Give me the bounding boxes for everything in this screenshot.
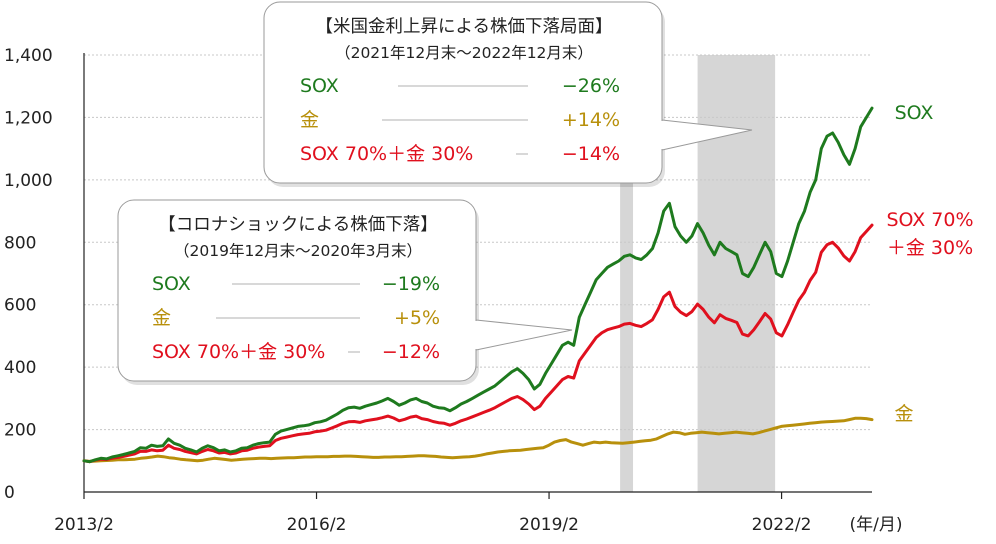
x-axis-unit: (年/月) [850,515,903,535]
series-label-line: ＋金 30% [887,237,973,259]
callout-row-value: −26% [562,75,620,97]
series-line-2 [82,416,874,463]
y-tick-label: 1,200 [4,108,53,128]
shaded-period-2 [697,55,776,492]
callout-row-label: SOX [300,75,339,97]
callout-2: 【コロナショックによる株価下落】 （2019年12月末～2020年3月末） SOX −… [117,199,573,385]
series-line-3 [82,223,874,464]
y-tick-label: 600 [4,296,36,316]
y-tick-label: 0 [4,483,15,503]
callout-box [117,199,477,382]
series-line-1 [82,106,874,464]
series-label-line: SOX 70% [886,209,973,231]
callout-pointer-join [474,321,477,349]
callout-row-value: −12% [382,341,440,363]
y-tick-label: 1,000 [4,171,53,191]
y-tick-label: 800 [4,233,36,253]
annotation-callouts: 【米国金利上昇による株価下落局面】 （2021年12月末～2022年12月末） SO… [117,1,753,385]
callout-row-value: −14% [562,143,620,165]
y-tick-label: 200 [4,421,36,441]
callout-title: 【米国金利上昇による株価下落局面】 [316,17,613,37]
series-lines [82,106,874,464]
y-tick-label: 400 [4,358,36,378]
series-label-2: 金 [894,403,913,425]
x-tick-label: 2019/2 [519,515,579,535]
series-label-line: SOX [895,102,934,124]
callout-box [263,1,663,184]
series-label-3: SOX 70% ＋金 30% [886,209,973,259]
callout-1: 【米国金利上昇による株価下落局面】 （2021年12月末～2022年12月末） SO… [263,1,753,187]
callout-row-value: +14% [562,109,620,131]
x-tick-label: 2013/2 [54,515,114,535]
callout-row-label: 金 [152,307,171,329]
series-labels: SOX 金 SOX 70% ＋金 30% [886,102,973,425]
callout-row-label: SOX [152,273,191,295]
y-tick-label: 1,400 [4,46,53,66]
callout-row-value: −19% [382,273,440,295]
series-label-1: SOX [895,102,934,124]
callout-title: 【コロナショックによる株価下落】 [158,215,437,235]
callout-pointer-join [660,121,663,149]
callout-row-value: +5% [394,307,440,329]
axes: 0 200 400 600 800 1,000 1,200 1,400 2013/2 2016/2… [4,46,903,535]
callout-row-label: SOX 70%＋金 30% [152,341,325,363]
callout-subtitle: （2019年12月末～2020年3月末） [174,242,422,260]
callout-subtitle: （2021年12月末～2022年12月末） [335,44,593,62]
x-tick-label: 2022/2 [752,515,812,535]
x-tick-label: 2016/2 [287,515,347,535]
callout-pointer [475,319,573,351]
callout-row-label: SOX 70%＋金 30% [300,143,473,165]
series-label-line: 金 [894,403,913,425]
callout-row-label: 金 [300,109,319,131]
